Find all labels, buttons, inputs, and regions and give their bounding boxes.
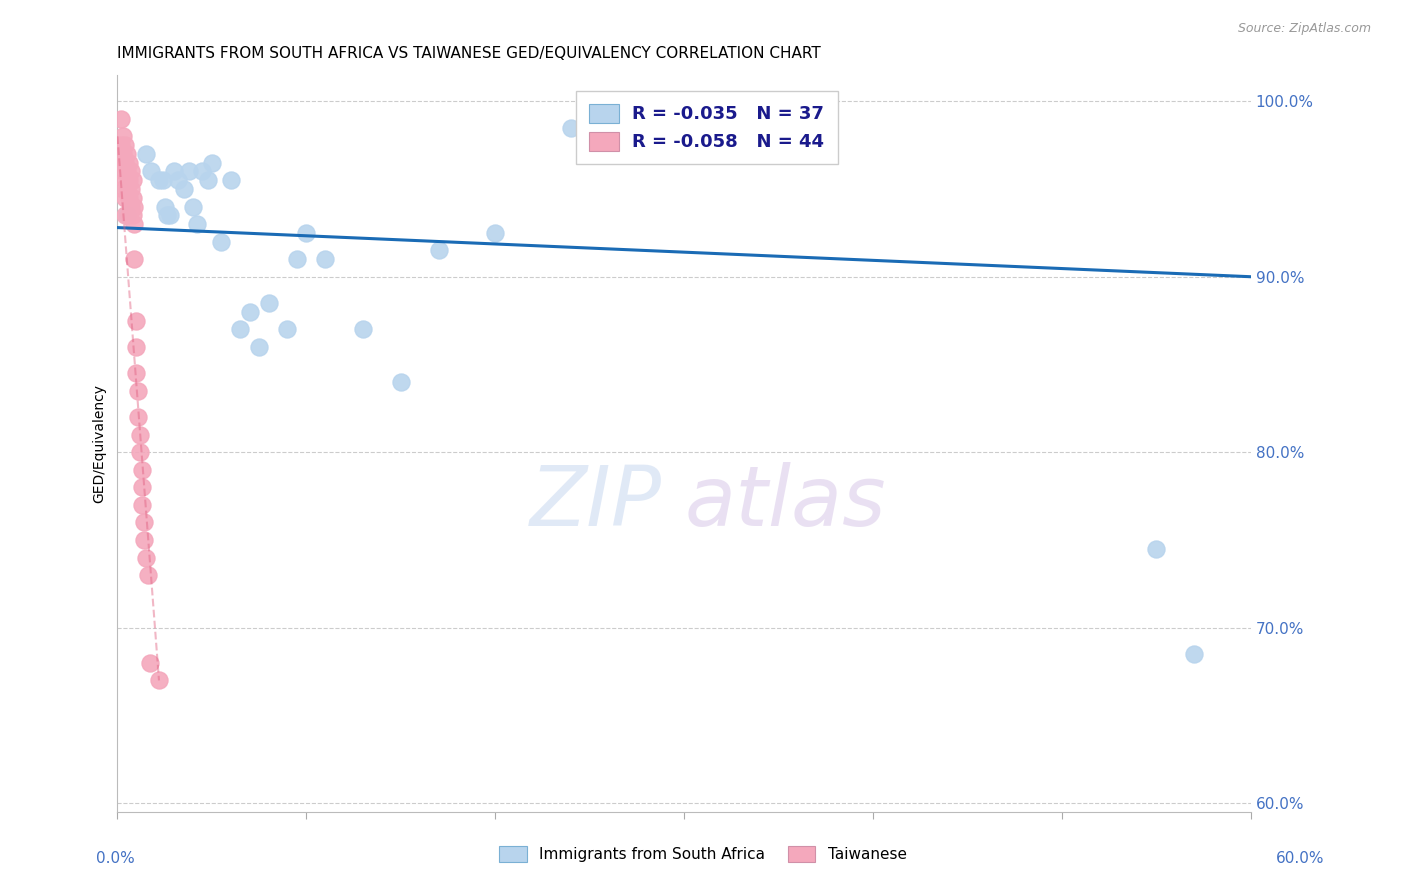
Text: ZIP: ZIP	[530, 462, 661, 543]
Point	[201, 155, 224, 169]
Point	[135, 550, 157, 565]
Point	[257, 296, 280, 310]
Point	[295, 226, 318, 240]
Point	[114, 138, 136, 153]
Point	[427, 244, 450, 258]
Point	[115, 182, 138, 196]
Point	[118, 155, 141, 169]
Point	[118, 208, 141, 222]
Point	[131, 498, 153, 512]
Point	[186, 217, 208, 231]
Point	[153, 200, 176, 214]
Point	[121, 191, 143, 205]
Point	[129, 427, 152, 442]
Text: 60.0%: 60.0%	[1277, 851, 1324, 865]
Point	[127, 384, 149, 398]
Point	[132, 533, 155, 547]
Point	[120, 164, 142, 178]
Point	[1144, 541, 1167, 556]
Point	[314, 252, 336, 267]
Point	[112, 147, 135, 161]
Point	[114, 191, 136, 205]
Point	[352, 322, 374, 336]
Point	[138, 656, 160, 670]
Point	[229, 322, 252, 336]
Point	[209, 235, 232, 249]
Text: 0.0%: 0.0%	[96, 851, 135, 865]
Point	[125, 313, 148, 327]
Point	[636, 95, 658, 110]
Point	[135, 147, 157, 161]
Point	[127, 410, 149, 425]
Point	[125, 340, 148, 354]
Point	[121, 173, 143, 187]
Point	[173, 182, 195, 196]
Point	[114, 173, 136, 187]
Point	[124, 252, 146, 267]
Point	[239, 305, 262, 319]
Point	[155, 208, 177, 222]
Point	[125, 366, 148, 380]
Point	[197, 173, 219, 187]
Point	[132, 516, 155, 530]
Point	[120, 182, 142, 196]
Point	[159, 208, 181, 222]
Text: IMMIGRANTS FROM SOUTH AFRICA VS TAIWANESE GED/EQUIVALENCY CORRELATION CHART: IMMIGRANTS FROM SOUTH AFRICA VS TAIWANES…	[118, 46, 821, 62]
Point	[148, 673, 170, 688]
Legend: Immigrants from South Africa, Taiwanese: Immigrants from South Africa, Taiwanese	[494, 839, 912, 868]
Point	[247, 340, 270, 354]
Point	[560, 120, 582, 135]
Text: Source: ZipAtlas.com: Source: ZipAtlas.com	[1237, 22, 1371, 36]
Point	[163, 164, 186, 178]
Point	[112, 182, 135, 196]
Point	[167, 173, 190, 187]
Point	[285, 252, 308, 267]
Point	[148, 173, 170, 187]
Point	[121, 208, 143, 222]
Legend: R = -0.035   N = 37, R = -0.058   N = 44: R = -0.035 N = 37, R = -0.058 N = 44	[576, 91, 838, 164]
Point	[110, 155, 132, 169]
Point	[484, 226, 506, 240]
Point	[120, 200, 142, 214]
Point	[115, 164, 138, 178]
Point	[191, 164, 214, 178]
Point	[131, 480, 153, 494]
Point	[118, 191, 141, 205]
Point	[112, 164, 135, 178]
Text: atlas: atlas	[685, 462, 886, 543]
Point	[110, 112, 132, 126]
Point	[673, 95, 696, 110]
Point	[152, 173, 174, 187]
Point	[1182, 647, 1205, 661]
Point	[710, 95, 733, 110]
Point	[110, 138, 132, 153]
Point	[141, 164, 163, 178]
Point	[131, 463, 153, 477]
Y-axis label: GED/Equivalency: GED/Equivalency	[93, 384, 107, 503]
Point	[276, 322, 298, 336]
Point	[114, 155, 136, 169]
Point	[136, 568, 159, 582]
Point	[129, 445, 152, 459]
Point	[124, 217, 146, 231]
Point	[124, 200, 146, 214]
Point	[115, 208, 138, 222]
Point	[118, 173, 141, 187]
Point	[181, 200, 204, 214]
Point	[115, 147, 138, 161]
Point	[389, 375, 412, 389]
Point	[219, 173, 242, 187]
Point	[179, 164, 201, 178]
Point	[112, 129, 135, 144]
Point	[114, 208, 136, 222]
